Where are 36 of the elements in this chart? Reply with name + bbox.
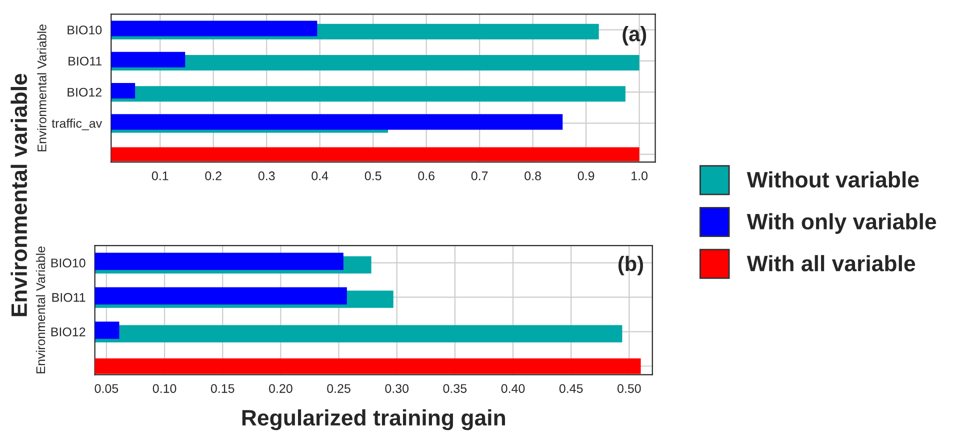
y-tick-label: traffic_av	[52, 118, 102, 130]
x-tick-label: 0.15	[210, 384, 234, 393]
text: Environmental variable	[10, 74, 28, 316]
y-tick-label: BIO10	[68, 26, 102, 34]
x-tick-label: 0.6	[418, 171, 434, 180]
x-tick-label: 0.7	[471, 171, 488, 180]
x-tick-label: 0.8	[524, 171, 541, 180]
x-tick-label: 1.0	[632, 171, 648, 180]
x-axis-title: Regularized training gain	[242, 409, 505, 430]
y-axis-title: Environmental Variable	[37, 24, 46, 152]
x-tick-label: 0.35	[443, 384, 467, 393]
legend-label: Without variable	[746, 171, 919, 188]
y-tick-label: BIO12	[51, 327, 86, 336]
x-tick-label: 0.9	[578, 171, 594, 180]
x-tick-label: 0.20	[269, 384, 292, 393]
x-tick-label: 0.40	[501, 384, 525, 393]
x-tick-label: 0.45	[559, 384, 583, 393]
x-tick-label: 0.30	[385, 384, 409, 393]
y-tick-label: BIO11	[68, 56, 102, 66]
y-tick-label: BIO12	[68, 88, 102, 97]
x-tick-label: 0.4	[312, 171, 328, 180]
x-tick-label: 0.10	[152, 384, 176, 393]
x-tick-label: 0.3	[258, 171, 275, 180]
legend-label: With all variable	[746, 255, 916, 272]
y-axis-title: Environmental Variable	[36, 246, 46, 374]
annotation: (a)	[622, 26, 646, 46]
legend-label: With only variable	[746, 213, 936, 234]
x-tick-label: 0.2	[205, 171, 222, 180]
x-tick-label: 0.25	[327, 384, 350, 393]
annotation: (b)	[618, 256, 643, 276]
x-tick-label: 0.05	[94, 384, 118, 393]
y-tick-label: BIO10	[51, 258, 86, 268]
x-tick-label: 0.5	[364, 171, 382, 180]
y-tick-label: BIO11	[52, 293, 86, 302]
x-tick-label: 0.1	[152, 171, 168, 180]
x-tick-label: 0.50	[617, 384, 641, 393]
